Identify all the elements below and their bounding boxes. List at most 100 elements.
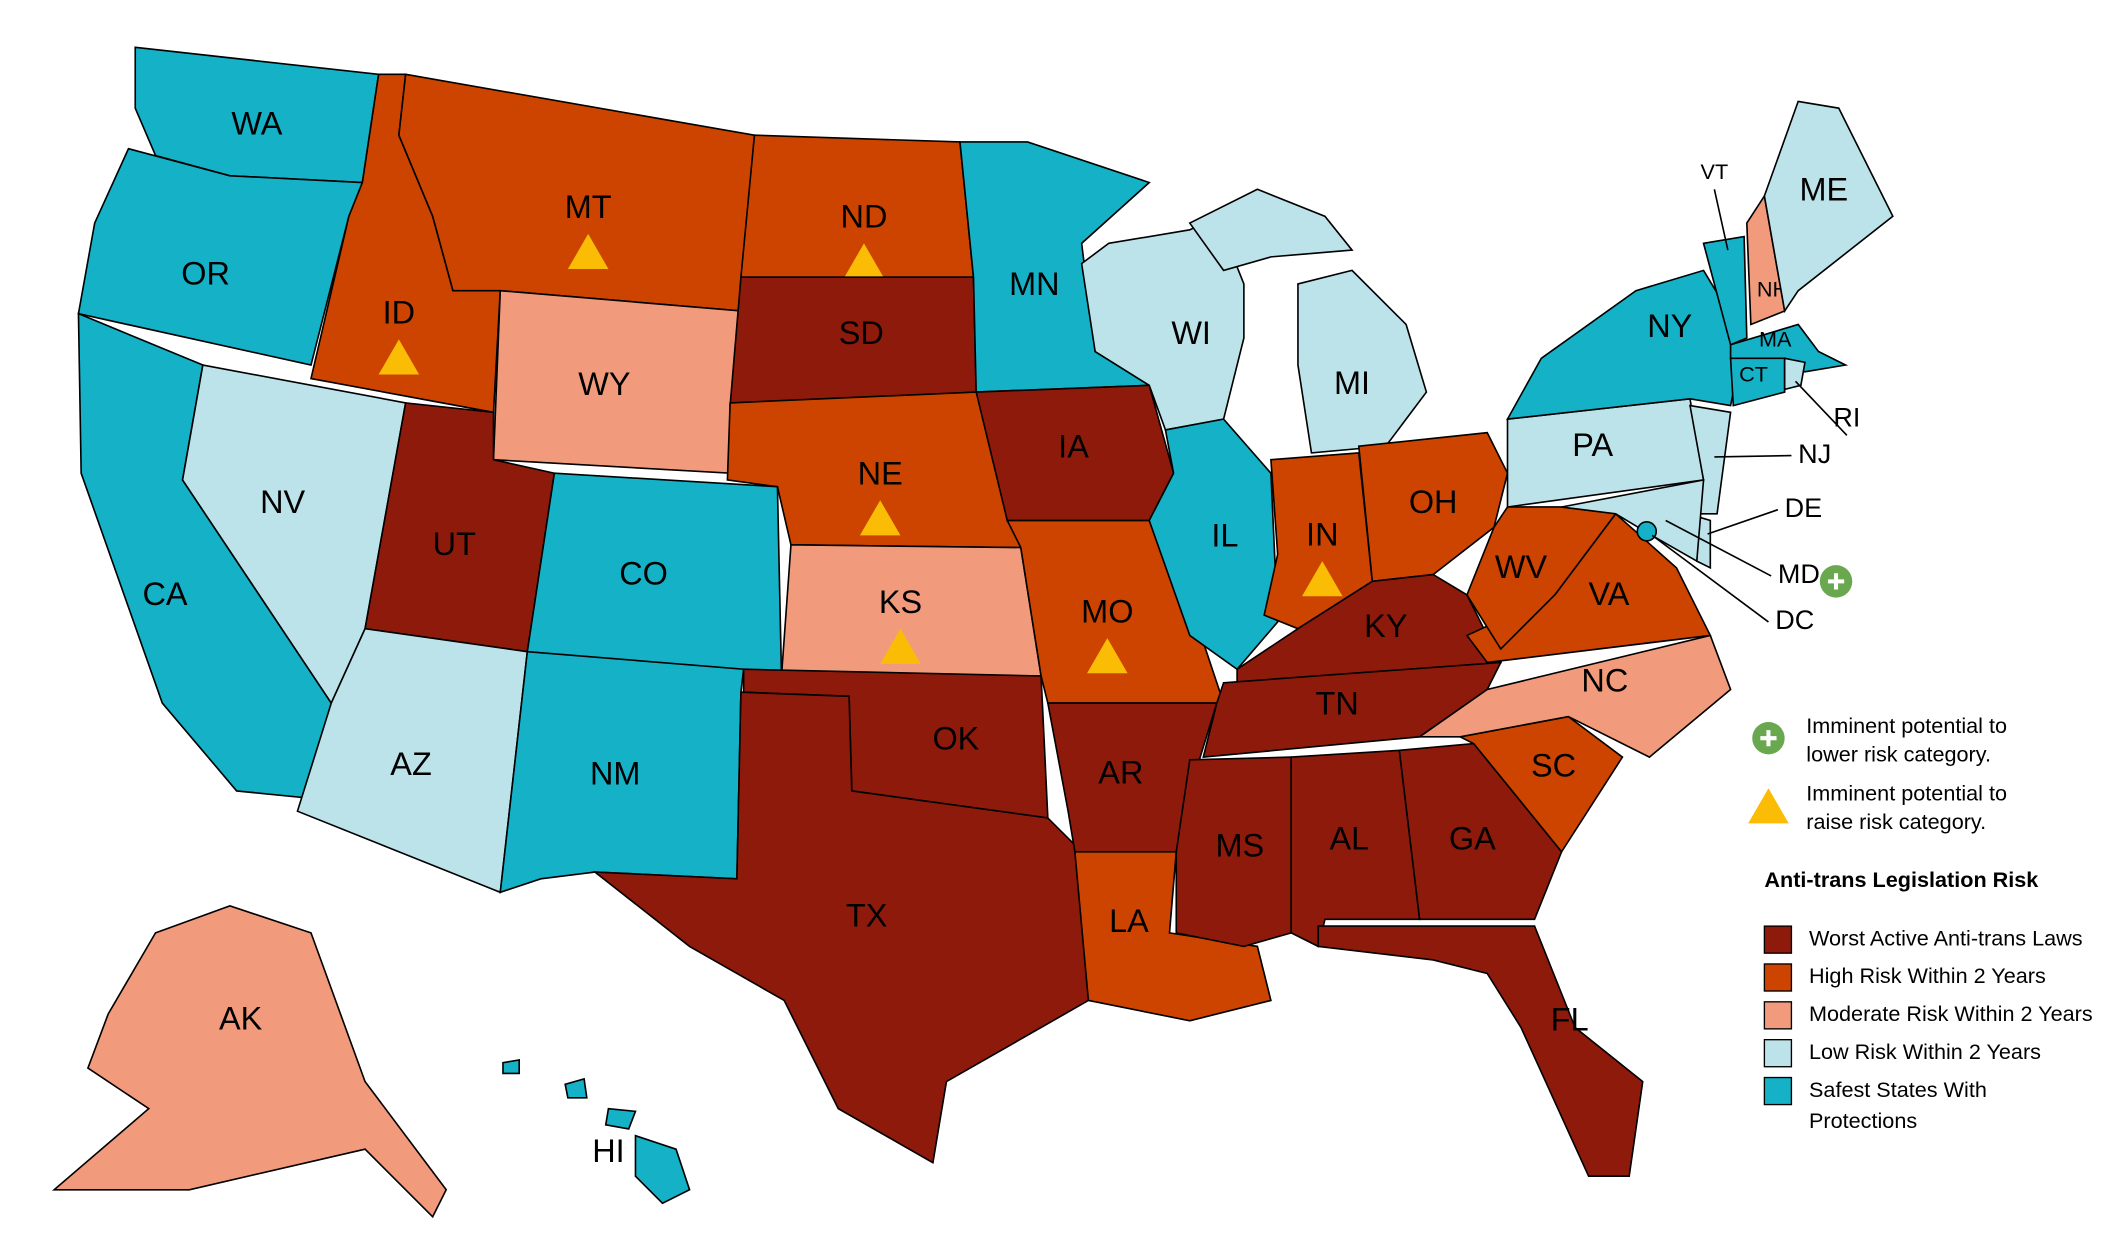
state-label: PA [1572, 427, 1613, 463]
legend-title: Anti-trans Legislation Risk [1764, 867, 2039, 892]
state-label: AK [219, 1000, 263, 1036]
state-label: KY [1364, 608, 1407, 644]
raise-marker [880, 628, 921, 664]
state-label: CO [619, 556, 668, 592]
state-label: RI [1833, 402, 1860, 432]
state-label: AZ [390, 746, 431, 782]
state-label: SD [839, 315, 884, 351]
legend-text: Low Risk Within 2 Years [1809, 1039, 2041, 1064]
state-shape [1763, 100, 1894, 314]
raise-marker [1302, 561, 1343, 597]
state-shape [1398, 742, 1563, 921]
state-label: TN [1316, 685, 1359, 721]
state-label: MT [565, 189, 612, 225]
legend-text: Protections [1809, 1108, 1917, 1133]
state-label: NC [1581, 662, 1628, 698]
legend-text: Worst Active Anti-trans Laws [1809, 925, 2083, 950]
state-label: SC [1531, 747, 1576, 783]
state-label: DE [1785, 493, 1823, 523]
state-label: HI [592, 1133, 624, 1169]
state-label: AL [1329, 821, 1369, 857]
state-label: NJ [1798, 439, 1831, 469]
state-label: MD [1778, 559, 1820, 589]
leader-line [1651, 534, 1769, 623]
state-label: NV [260, 484, 305, 520]
legend-swatch [1763, 963, 1793, 992]
legend-text: Safest States With [1809, 1077, 1987, 1102]
state-label: NM [590, 756, 640, 792]
state-shape [1417, 634, 1732, 759]
raise-marker [859, 500, 901, 536]
state-label: ME [1800, 172, 1849, 208]
state-label: OR [181, 255, 230, 291]
state-label: NE [858, 455, 903, 491]
legend-swatch [1763, 1076, 1793, 1106]
legend-swatch [1763, 1039, 1793, 1068]
state-label: OK [932, 720, 979, 756]
state-label: VA [1588, 576, 1629, 612]
raise-marker [843, 243, 885, 279]
state-shape [1297, 269, 1428, 454]
legend-text: Moderate Risk Within 2 Years [1809, 1001, 2093, 1026]
state-shape [1317, 925, 1644, 1178]
state-shape [1636, 521, 1658, 542]
state-shape [604, 1107, 637, 1130]
state-shape [1702, 235, 1748, 346]
state-label: ND [841, 199, 888, 235]
state-shape [296, 627, 529, 894]
state-label: GA [1449, 821, 1496, 857]
state-label: UT [433, 526, 476, 562]
state-label: MO [1081, 593, 1133, 629]
legend-lower-marker-sign [1760, 730, 1777, 747]
state-label: WA [231, 105, 282, 141]
leader-line [1794, 380, 1848, 436]
legend-text: Imminent potential to [1806, 713, 2007, 738]
legend-swatch [1763, 1001, 1793, 1030]
state-shape [51, 904, 448, 1219]
state-shape [77, 147, 364, 366]
leader-line [1714, 454, 1792, 458]
legend-text: Imminent potential to [1806, 781, 2007, 806]
state-shape [592, 691, 1090, 1164]
state-label: WV [1495, 549, 1548, 585]
state-label: KS [879, 584, 922, 620]
state-shape [1561, 478, 1705, 563]
state-shape [1689, 404, 1732, 515]
state-label: MA [1759, 326, 1792, 351]
lower-marker-sign [1827, 573, 1845, 590]
raise-marker [567, 233, 609, 270]
leader-line [1707, 508, 1779, 535]
state-label: AR [1098, 754, 1143, 790]
state-label: NY [1647, 308, 1692, 344]
state-label: VT [1701, 159, 1729, 184]
state-label: LA [1109, 903, 1149, 939]
state-shape [1188, 188, 1354, 272]
state-label: IA [1058, 428, 1089, 464]
state-label: IN [1306, 516, 1338, 552]
legend-text: lower risk category. [1806, 741, 1991, 766]
state-label: MS [1215, 827, 1264, 863]
leader-line [1713, 189, 1729, 251]
state-label: WI [1171, 315, 1211, 351]
state-label: MI [1334, 365, 1370, 401]
legend-swatch [1763, 925, 1793, 954]
leader-line [1665, 519, 1772, 577]
state-label: IL [1211, 518, 1238, 554]
legend-text: raise risk category. [1806, 809, 1986, 834]
raise-marker [1087, 638, 1128, 674]
raise-marker [378, 339, 420, 375]
state-shape [1073, 850, 1272, 1022]
state-label: WY [578, 366, 630, 402]
state-label: CT [1739, 362, 1768, 387]
state-label: ID [383, 295, 415, 331]
state-label: DC [1775, 605, 1814, 635]
state-shape [564, 1077, 588, 1099]
state-shape [502, 1059, 521, 1075]
state-shape [1783, 357, 1806, 391]
legend-text: High Risk Within 2 Years [1809, 963, 2046, 988]
state-shape [1729, 357, 1786, 407]
state-label: MN [1009, 266, 1059, 302]
state-label: FL [1551, 1002, 1589, 1038]
